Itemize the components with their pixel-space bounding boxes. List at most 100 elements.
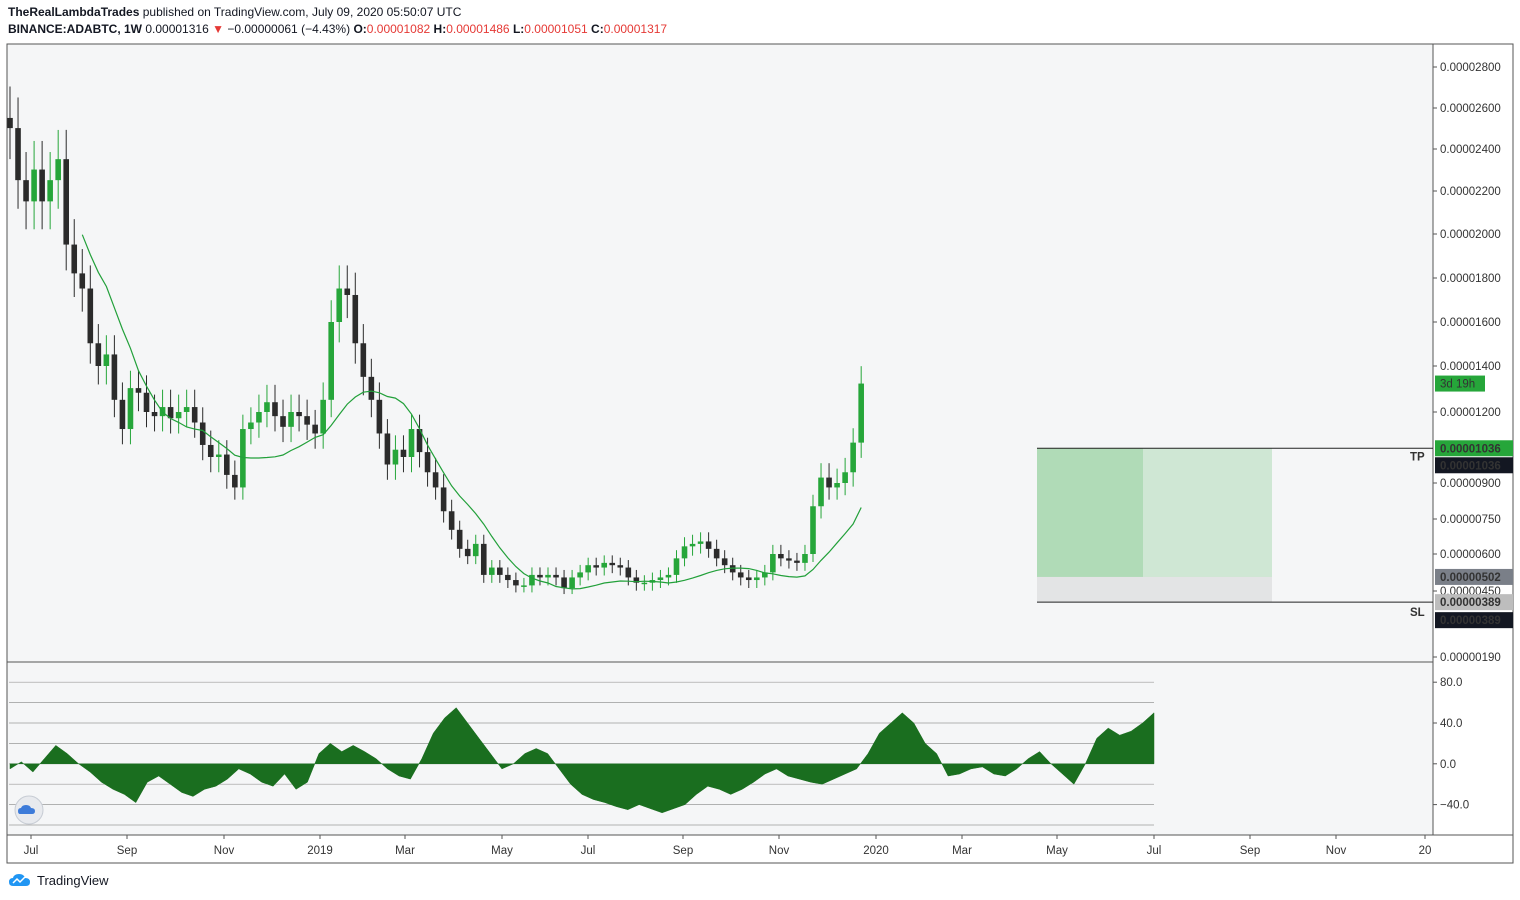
x-tick-label: Nov [214, 845, 235, 857]
price-pane [6, 43, 1434, 663]
tradingview-cloud-icon [9, 874, 30, 886]
oscillator-pane [6, 661, 1434, 836]
candle-body [601, 562, 608, 568]
price-label: 0.00001036 [1440, 460, 1501, 472]
candle-body [440, 487, 447, 512]
candle-body [770, 554, 776, 573]
candles [7, 86, 864, 595]
candle-body [39, 169, 45, 202]
osc-tick-label: −40.0 [1440, 800, 1469, 812]
y-tick-label: 0.00000190 [1440, 652, 1501, 664]
candle-body [416, 429, 423, 453]
osc-tick-label: 40.0 [1440, 718, 1462, 730]
profit-zone [1037, 448, 1272, 577]
candle-body [31, 169, 37, 202]
x-tick-label: 2019 [307, 845, 333, 857]
candle-body [352, 294, 359, 344]
candle-body [472, 543, 479, 557]
publish-line: TheRealLambdaTrades published on Trading… [8, 5, 461, 19]
candle-body [545, 574, 551, 578]
osc-tick-label: 0.0 [1440, 759, 1456, 771]
moving-average-line [81, 234, 862, 590]
candle-body [296, 412, 302, 417]
candle-body [794, 560, 800, 563]
candle-body [344, 288, 351, 295]
candle-body [842, 472, 848, 483]
candle-body [729, 565, 736, 573]
price-label-box [1435, 457, 1513, 474]
author[interactable]: TheRealLambdaTrades [8, 5, 140, 19]
candle-body [633, 577, 640, 583]
x-tick-label: Nov [1326, 845, 1347, 857]
x-tick-label: Jul [581, 845, 596, 857]
footer-brand[interactable]: TradingView [37, 872, 109, 888]
candle-body [288, 412, 294, 427]
candle-body [834, 483, 840, 488]
y-tick-label: 0.00002600 [1440, 103, 1501, 115]
candle-body [95, 343, 102, 366]
candle-body [127, 388, 134, 430]
candle-body [400, 449, 407, 457]
candle-body [810, 506, 816, 554]
candle-body [71, 244, 78, 274]
candle-body [721, 558, 728, 566]
price-label-box [1435, 612, 1513, 629]
candle-body [336, 288, 343, 322]
candle-body [489, 567, 495, 575]
y-tick-label: 0.00002800 [1440, 62, 1501, 74]
x-tick-label: 20 [1419, 845, 1432, 857]
candle-body [657, 577, 664, 581]
candle-body [456, 529, 463, 549]
candle-body [191, 407, 198, 423]
candle-body [625, 567, 632, 578]
chart[interactable]: 0.00002800 0.00002600 0.00002400 0.00002200… [0, 0, 1520, 870]
candle-body [199, 422, 206, 445]
close-value: 0.00001317 [603, 22, 668, 36]
candle-body [826, 477, 832, 488]
price-label: 0.00000502 [1440, 572, 1501, 584]
published-text: published on TradingView.com, July 09, 2… [142, 5, 462, 19]
y-tick-label: 0.00002400 [1440, 144, 1501, 156]
candle-body [464, 548, 471, 557]
candle-body [320, 399, 326, 434]
candle-body [256, 412, 262, 423]
price-label-box [1435, 568, 1513, 585]
candle-body [673, 558, 680, 575]
candle-body [448, 511, 455, 530]
loss-zone [1037, 576, 1272, 603]
candle-body [818, 477, 824, 507]
candle-body [432, 472, 439, 488]
y-tick-label: 0.00000600 [1440, 549, 1501, 561]
candle-body [376, 399, 383, 434]
candle-body [681, 546, 688, 559]
close-label: C: [591, 22, 604, 36]
candle-body [183, 407, 190, 412]
profit-zone-filled [1037, 448, 1143, 577]
open-value: 0.00001082 [366, 22, 431, 36]
price-label: 0.00001036 [1440, 443, 1501, 455]
candle-body [55, 159, 61, 181]
candle-body [665, 574, 672, 578]
candle-body [753, 577, 760, 581]
candle-body [553, 574, 559, 578]
x-tick-label: Sep [117, 845, 137, 857]
candle-body [360, 343, 367, 377]
candle-body [135, 388, 142, 393]
y-tick-label: 0.00001800 [1440, 273, 1501, 285]
candle-body [304, 416, 310, 425]
candle-body [240, 429, 246, 488]
oscillator-area [9, 707, 1155, 814]
candle-body [143, 392, 150, 412]
candle-body [119, 399, 126, 430]
high-value: 0.00001486 [446, 22, 510, 36]
y-tick-label: 0.00001400 [1440, 361, 1501, 373]
candle-body [529, 574, 535, 586]
candle-body [408, 429, 415, 457]
candle-body [175, 412, 182, 419]
candle-body [151, 412, 158, 417]
candle-body [850, 442, 856, 473]
candle-body [521, 585, 527, 587]
x-tick-label: Jul [1147, 845, 1162, 857]
candle-body [617, 565, 624, 568]
candle-body [497, 567, 503, 575]
